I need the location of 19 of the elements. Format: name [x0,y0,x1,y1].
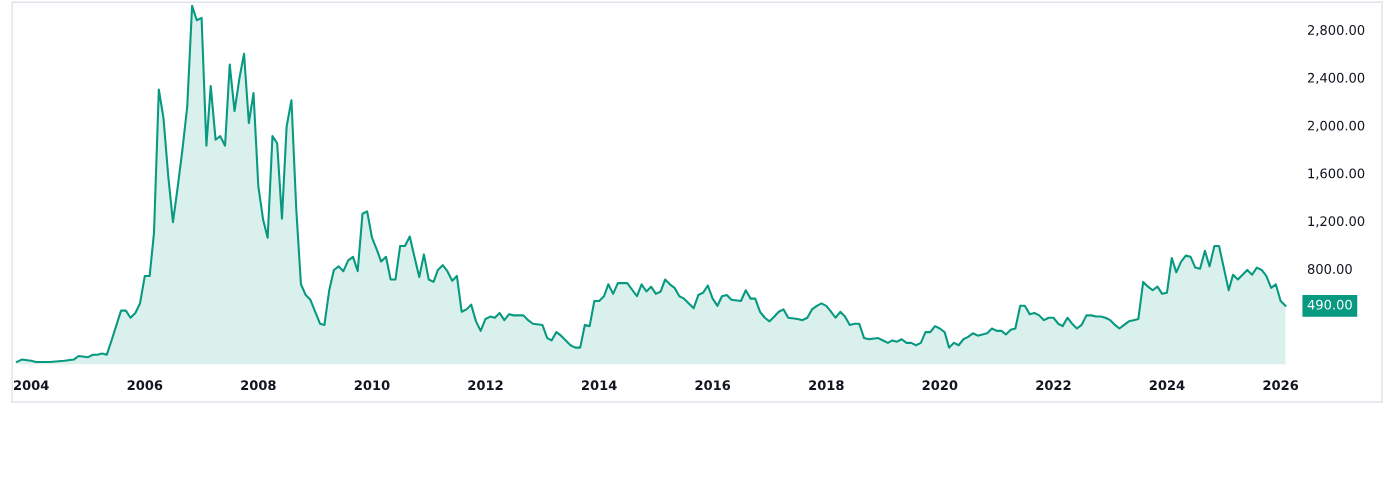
x-tick-label: 2024 [1149,380,1185,391]
x-tick-label: 2006 [127,380,163,391]
x-tick-label: 2022 [1036,380,1071,391]
x-tick-label: 2008 [241,380,276,391]
x-tick-label: 2020 [922,380,958,391]
x-tick-label: 2026 [1263,380,1299,391]
y-tick-label: 2,800.00 [1307,25,1365,37]
y-tick-label: 1,600.00 [1308,168,1365,180]
annotation: 490.00 [1307,299,1352,310]
y-tick-label: 2,000.00 [1307,120,1365,132]
x-tick-label: 2004 [14,380,49,391]
y-tick-label: 800.00 [1307,264,1352,274]
x-tick-label: 2012 [468,380,503,391]
x-tick-label: 2014 [582,380,617,391]
x-tick-label: 2010 [354,380,390,391]
x-tick-label: 2018 [809,380,844,391]
x-tick-label: 2016 [695,380,731,391]
y-tick-label: 2,400.00 [1307,72,1365,85]
y-tick-label: 1,200.00 [1308,216,1365,228]
